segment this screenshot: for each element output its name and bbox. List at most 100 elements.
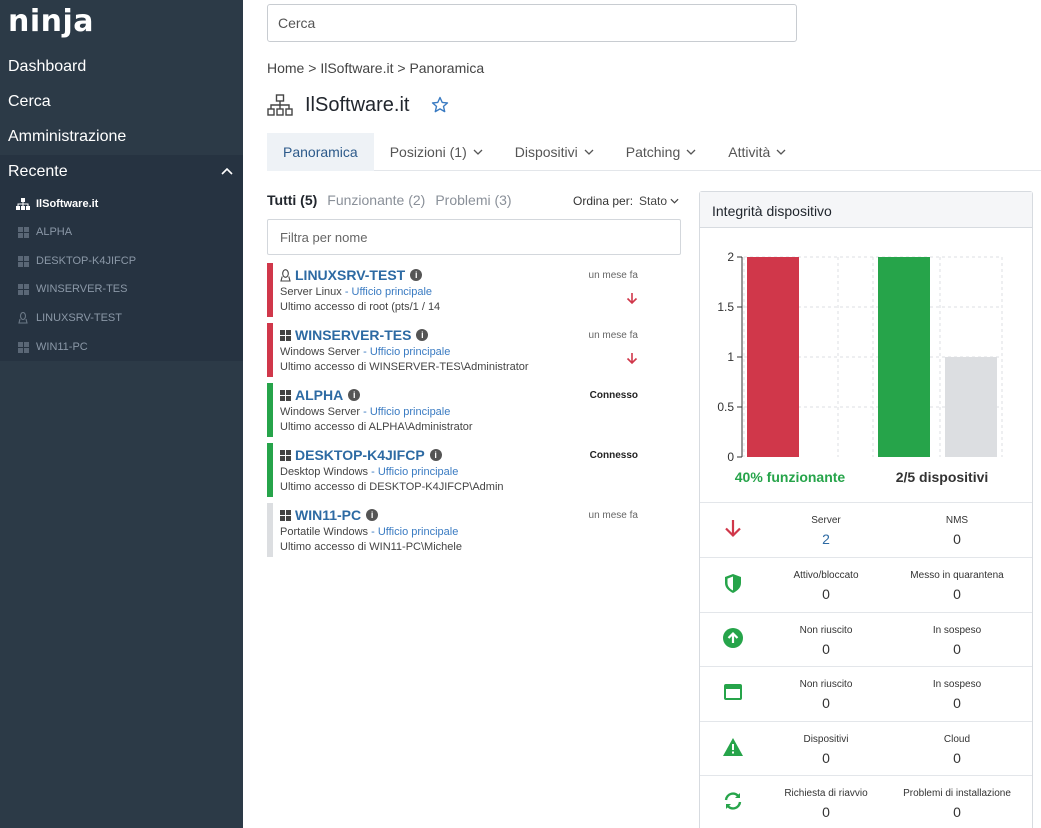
metric-value: 0: [953, 695, 961, 711]
filter-healthy[interactable]: Funzionante (2): [327, 192, 426, 208]
breadcrumb-separator: >: [308, 60, 317, 76]
metric-label: In sospeso: [932, 625, 982, 636]
down-arrow-icon: [722, 517, 744, 539]
windows-icon: [16, 225, 30, 239]
info-icon[interactable]: i: [429, 449, 442, 461]
breadcrumb-org[interactable]: IlSoftware.it: [320, 60, 394, 76]
device-row[interactable]: LINUXSRV-TEST i Server Linux - Ufficio pri…: [267, 263, 642, 317]
device-row[interactable]: WINSERVER-TES i Windows Server - Ufficio p…: [267, 323, 642, 377]
chevron-down-icon: [584, 149, 594, 155]
tab-label: Patching: [625, 144, 681, 160]
metric-value: 0: [822, 695, 830, 711]
recent-item-linuxsrv[interactable]: LINUXSRV-TEST: [16, 308, 122, 328]
device-last-access: Ultimo accesso di WIN11-PC\Michele: [280, 541, 462, 553]
nav-cerca[interactable]: Cerca: [8, 93, 51, 110]
info-icon[interactable]: i: [416, 329, 429, 341]
recent-item-label: DESKTOP-K4JIFCP: [36, 255, 137, 267]
device-location[interactable]: Ufficio principale: [369, 346, 451, 358]
nav-dashboard[interactable]: Dashboard: [8, 58, 87, 75]
device-health-chart: 0 0.5 1 1.5 2 40% funzionante 2/5 dispositivi: [717, 250, 1003, 485]
metric-label: In sospeso: [932, 679, 982, 690]
filter-all[interactable]: Tutti (5): [267, 192, 318, 208]
recent-item-win11[interactable]: WIN11-PC: [16, 337, 88, 357]
recent-item-label: ALPHA: [36, 226, 73, 238]
device-location[interactable]: Ufficio principale: [377, 466, 459, 478]
metric-row: Non riuscito 0 In sospeso 0: [700, 612, 1032, 667]
recent-item-desktop[interactable]: DESKTOP-K4JIFCP: [16, 251, 136, 271]
device-last-access: Ultimo accesso di root (pts/1 / 14: [280, 301, 441, 313]
recent-item-winserver[interactable]: WINSERVER-TES: [16, 279, 127, 299]
device-name[interactable]: WIN11-PC: [295, 507, 362, 523]
info-icon[interactable]: i: [410, 269, 423, 281]
device-type: Windows Server: [280, 346, 361, 358]
metric-label: Attivo/bloccato: [793, 570, 859, 581]
tab-posizioni[interactable]: Posizioni (1): [374, 133, 499, 171]
metric-left: Richiesta di riavvio 0: [762, 788, 890, 820]
device-name[interactable]: LINUXSRV-TEST: [295, 267, 406, 283]
device-status: un mese fa: [588, 330, 638, 341]
metric-value[interactable]: 2: [822, 531, 830, 547]
device-name[interactable]: WINSERVER-TES: [295, 327, 412, 343]
tab-bar: Panoramica Posizioni (1) Dispositivi Pat…: [267, 133, 1041, 171]
ninja-logo[interactable]: ninja: [8, 4, 95, 39]
tab-attivita[interactable]: Attività: [712, 133, 802, 171]
device-row[interactable]: DESKTOP-K4JIFCP i Desktop Windows - Uffici…: [267, 443, 642, 497]
chevron-down-icon: [776, 149, 786, 155]
info-icon[interactable]: i: [366, 509, 379, 521]
info-icon[interactable]: i: [348, 389, 361, 401]
breadcrumb-home[interactable]: Home: [267, 60, 305, 76]
device-type-line: Desktop Windows - Ufficio principale: [280, 466, 459, 478]
metric-label: Cloud: [943, 734, 971, 745]
metric-value: 0: [822, 804, 830, 820]
recent-item-ilsoftware[interactable]: IlSoftware.it: [16, 194, 98, 214]
metric-label: Problemi di installazione: [903, 788, 1011, 799]
bar-problemi: [747, 257, 799, 457]
recent-item-label: LINUXSRV-TEST: [36, 312, 122, 324]
sort-label: Ordina per:: [573, 194, 634, 208]
filter-by-name-input[interactable]: [267, 219, 681, 255]
windows-icon: [280, 389, 291, 401]
page-header: IlSoftware.it: [267, 92, 449, 118]
shield-icon: [722, 572, 744, 594]
device-name[interactable]: DESKTOP-K4JIFCP: [295, 447, 425, 463]
status-bar: [267, 323, 273, 377]
down-arrow-icon: [626, 293, 638, 305]
chart-label-healthy-percent: 40% funzionante: [735, 469, 846, 485]
device-filters: Tutti (5) Funzionante (2) Problemi (3): [267, 192, 512, 208]
chevron-up-icon[interactable]: [221, 167, 233, 175]
sort-select[interactable]: Stato: [639, 194, 679, 208]
star-icon[interactable]: [431, 96, 449, 114]
device-name[interactable]: ALPHA: [295, 387, 344, 403]
recent-item-label: WINSERVER-TES: [36, 283, 128, 295]
tab-panoramica[interactable]: Panoramica: [267, 133, 374, 171]
breadcrumb: Home > IlSoftware.it > Panoramica: [267, 60, 484, 76]
chevron-down-icon: [686, 149, 696, 155]
filter-problems[interactable]: Problemi (3): [435, 192, 512, 208]
breadcrumb-current: Panoramica: [409, 60, 485, 76]
metric-value: 0: [953, 804, 961, 820]
device-location[interactable]: Ufficio principale: [377, 526, 459, 538]
refresh-icon: [722, 790, 744, 812]
window-icon: [722, 681, 744, 703]
search-input[interactable]: [267, 4, 797, 42]
device-heading: WINSERVER-TES i: [280, 327, 429, 343]
tab-patching[interactable]: Patching: [610, 133, 712, 171]
metric-row: Attivo/bloccato 0 Messo in quarantena 0: [700, 557, 1032, 612]
metric-row: Non riuscito 0 In sospeso 0: [700, 666, 1032, 721]
device-row[interactable]: ALPHA i Windows Server - Ufficio principal…: [267, 383, 642, 437]
tab-dispositivi[interactable]: Dispositivi: [499, 133, 610, 171]
sort-value: Stato: [639, 194, 668, 208]
panel-title: Integrità dispositivo: [700, 192, 1032, 228]
device-row[interactable]: WIN11-PC i Portatile Windows - Ufficio pri…: [267, 503, 642, 557]
windows-icon: [16, 254, 30, 268]
recent-label[interactable]: Recente: [8, 163, 68, 180]
bar-offline: [945, 357, 997, 457]
device-type: Desktop Windows: [280, 466, 369, 478]
nav-amministrazione[interactable]: Amministrazione: [8, 128, 127, 145]
tab-label: Panoramica: [283, 144, 358, 160]
device-location[interactable]: Ufficio principale: [351, 286, 433, 298]
metric-label: Non riuscito: [799, 625, 853, 636]
recent-item-alpha[interactable]: ALPHA: [16, 222, 72, 242]
chevron-down-icon: [473, 149, 483, 155]
device-location[interactable]: Ufficio principale: [369, 406, 451, 418]
